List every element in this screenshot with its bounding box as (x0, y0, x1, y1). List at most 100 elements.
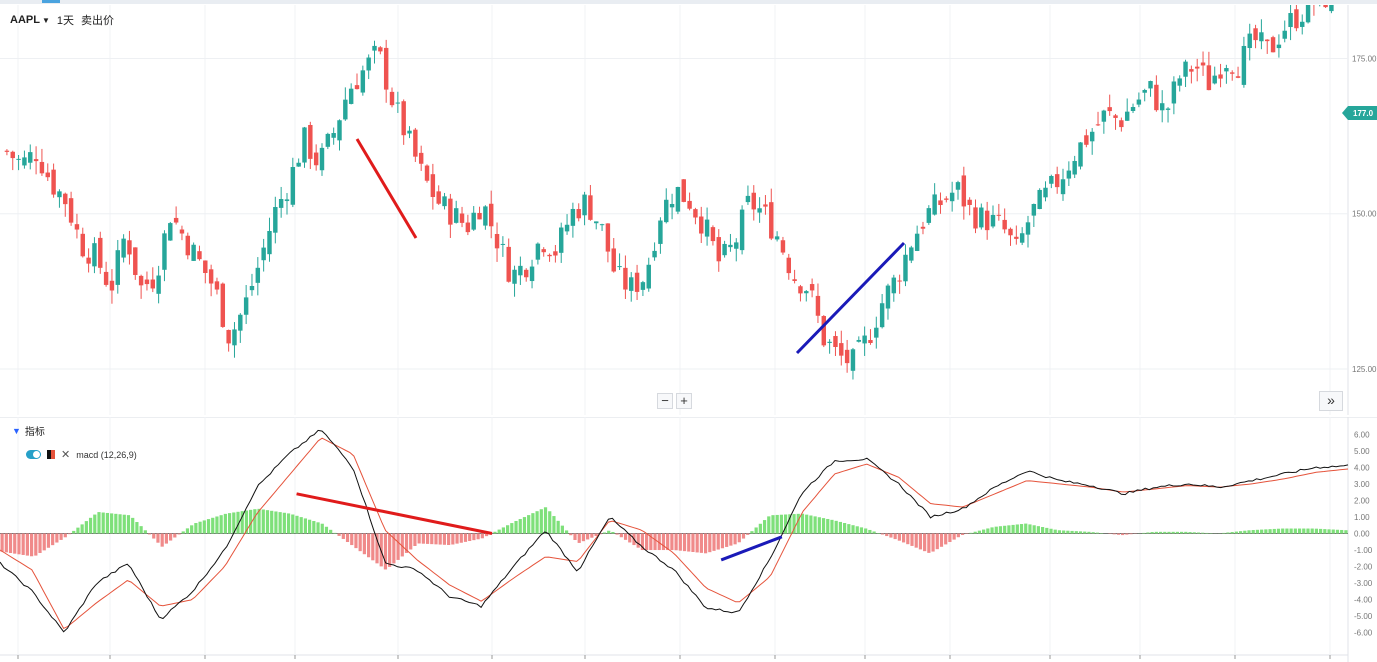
candle-body (243, 297, 249, 315)
histogram-bar (1180, 531, 1184, 534)
candle-body (588, 195, 593, 220)
candle-body (1142, 90, 1147, 93)
histogram-bar (354, 533, 358, 549)
zoom-out-icon[interactable]: − (657, 393, 673, 409)
candle-body (529, 266, 535, 282)
histogram-bar (131, 517, 135, 534)
candle-body (1200, 62, 1206, 66)
candle-body (488, 203, 494, 227)
candle-body (483, 206, 488, 226)
histogram-bar (986, 528, 990, 534)
candle-body (1043, 187, 1048, 198)
histogram-bar (868, 529, 872, 534)
candle-body (523, 269, 529, 278)
interval-label[interactable]: 1天 (56, 15, 74, 27)
histogram-bar (1015, 524, 1019, 534)
histogram-bar (889, 533, 893, 538)
histogram-bar (1230, 532, 1234, 534)
price-type-label[interactable]: 卖出价 (81, 15, 114, 27)
price-chart-panel[interactable]: 125.00 150.00 175.00 177.0 AAPL ▼ 1天 卖出价 − … (0, 5, 1377, 415)
candle-body (1276, 44, 1282, 49)
histogram-bar (324, 526, 329, 534)
histogram-bar (312, 521, 316, 534)
candle-body (856, 339, 862, 342)
candle-body (418, 152, 424, 164)
histogram-bar (1247, 530, 1251, 534)
close-icon[interactable]: ✕ (61, 449, 71, 461)
candle-body (699, 216, 704, 234)
histogram-bar (720, 533, 725, 549)
candle-body (1159, 103, 1165, 111)
histogram-bar (185, 528, 190, 534)
candle-body (226, 329, 231, 344)
candle-body (961, 175, 967, 207)
histogram-bar (425, 533, 430, 544)
histogram-bar (510, 523, 514, 534)
ticker-label[interactable]: AAPL (10, 14, 40, 26)
histogram-bar (969, 532, 973, 534)
candle-body (28, 152, 33, 163)
histogram-bar (998, 526, 1003, 534)
signal-line (0, 437, 1349, 630)
histogram-bar (1340, 529, 1344, 534)
candle-body (564, 224, 570, 232)
histogram-bar (645, 533, 649, 551)
histogram-bar (1319, 528, 1323, 534)
histogram-bar (400, 533, 404, 557)
histogram-bar (960, 533, 965, 535)
histogram-bar (278, 512, 282, 534)
histogram-bar (114, 513, 118, 534)
histogram-bar (952, 533, 956, 540)
candle-body (1165, 108, 1171, 110)
histogram-bar (750, 531, 754, 534)
histogram-bar (76, 527, 80, 534)
macd-panel[interactable]: 6.00 5.00 4.00 3.00 2.00 1.00 0.00 -1.00 -2.00 -3… (0, 417, 1377, 662)
candle-body (646, 264, 651, 289)
histogram-bar (190, 525, 194, 534)
histogram-bar (817, 517, 821, 534)
zoom-in-icon[interactable]: + (676, 393, 692, 409)
histogram-bar (320, 523, 324, 534)
histogram-bar (1163, 531, 1167, 534)
candle-body (559, 227, 564, 253)
candle-body (891, 277, 897, 294)
histogram-bar (156, 533, 160, 543)
histogram-bar (8, 533, 13, 553)
toggle-icon[interactable] (26, 450, 41, 459)
candle-body (844, 349, 850, 364)
candle-body (98, 237, 103, 268)
histogram-bar (147, 533, 152, 535)
double-chevron-right-icon[interactable]: » (1319, 391, 1343, 411)
histogram-bar (404, 533, 409, 553)
candle-body (944, 198, 949, 200)
histogram-bar (670, 533, 674, 551)
histogram-bar (105, 512, 110, 534)
chevron-down-icon[interactable]: ▼ (41, 15, 50, 25)
price-chart[interactable]: 125.00 150.00 175.00 177.0 (0, 5, 1377, 415)
histogram-bar (800, 513, 805, 534)
histogram-bar (691, 533, 695, 552)
y-tick-label: 5.00 (1354, 447, 1370, 456)
indicator-title-label: 指标 (24, 427, 45, 438)
candle-body (319, 147, 325, 171)
candle-body (68, 198, 74, 223)
candle-body (757, 208, 762, 213)
histogram-bar (375, 533, 379, 564)
indicator-panel-title[interactable]: ▼ 指标 (12, 423, 45, 439)
candle-body (33, 159, 39, 162)
collapse-triangle-icon[interactable]: ▼ (12, 425, 21, 436)
histogram-bar (973, 531, 977, 534)
histogram-bar (1045, 527, 1049, 534)
histogram-bar (990, 527, 994, 534)
color-swatch[interactable] (47, 450, 55, 459)
histogram-bar (657, 533, 661, 551)
histogram-bar (535, 511, 539, 534)
histogram-bar (303, 518, 308, 534)
histogram-bar (649, 533, 653, 551)
candle-body (1305, 5, 1311, 23)
macd-chart[interactable]: 6.00 5.00 4.00 3.00 2.00 1.00 0.00 -1.00 -2.00 -3… (0, 417, 1377, 662)
histogram-bar (805, 514, 809, 534)
histogram-bar (674, 533, 678, 551)
candle-body (1130, 107, 1136, 111)
histogram-bar (581, 533, 586, 542)
